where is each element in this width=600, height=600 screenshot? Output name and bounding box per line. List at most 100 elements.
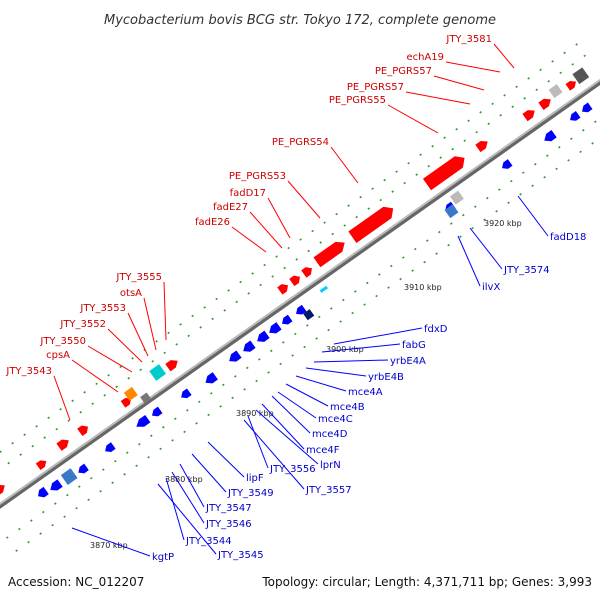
tick-mark (42, 510, 45, 514)
tick-mark (203, 306, 206, 309)
reverse-gene-label: kgtP (152, 552, 174, 563)
tick-mark (363, 303, 366, 306)
tick-mark (474, 205, 477, 208)
tick-mark (342, 298, 345, 302)
forward-leader-line (231, 226, 267, 253)
forward-gene-arrow (422, 156, 465, 191)
forward-gene-arrow (522, 110, 535, 122)
tick-mark (219, 405, 222, 408)
forward-gene-arrow (301, 267, 312, 278)
reverse-gene-label: JTY_3557 (305, 485, 352, 496)
tick-marks (0, 43, 597, 552)
tick-mark (103, 394, 106, 397)
tick-mark (87, 498, 90, 501)
reverse-gene-label: lipF (246, 473, 264, 484)
tick-mark (323, 221, 326, 224)
forward-gene-arrow (0, 484, 5, 497)
tick-mark (318, 315, 321, 319)
tick-mark (291, 354, 294, 357)
forward-gene-arrow (165, 360, 178, 372)
tick-mark (594, 120, 597, 124)
forward-leader-line (267, 197, 291, 239)
tick-mark (83, 391, 86, 394)
forward-leader-line (287, 180, 321, 219)
reverse-gene-arrow (582, 102, 593, 113)
tick-mark (390, 264, 393, 268)
forward-gene-label: JTY_3552 (59, 319, 106, 330)
backbone-shadow (0, 79, 600, 509)
forward-gene-label: PE_PGRS57 (375, 66, 432, 77)
tick-mark (303, 345, 306, 349)
tick-mark (147, 456, 150, 459)
tick-mark (447, 243, 450, 247)
tick-mark (27, 540, 30, 544)
tick-mark (183, 430, 186, 434)
tick-mark (255, 379, 258, 383)
tick-mark (123, 473, 126, 476)
tick-mark (239, 280, 242, 284)
reverse-leader-line (295, 375, 347, 392)
reverse-gene-box (444, 204, 459, 219)
forward-gene-arrow (475, 140, 488, 153)
reverse-gene-arrow (502, 159, 513, 169)
tick-mark (534, 162, 537, 166)
forward-gene-box (140, 392, 152, 404)
reverse-gene-label: fabG (402, 340, 426, 351)
tick-mark (427, 164, 430, 168)
reverse-leader-line (243, 419, 305, 490)
tick-mark (543, 176, 546, 179)
reverse-gene-arrow (257, 330, 270, 342)
tick-mark (546, 154, 549, 157)
tick-mark (479, 111, 482, 114)
forward-leader-line (433, 75, 485, 91)
tick-mark (159, 447, 162, 451)
tick-mark (387, 286, 390, 289)
reverse-gene-label: yrbE4A (390, 356, 426, 367)
tick-mark (247, 292, 250, 295)
tick-mark (567, 159, 570, 162)
tick-mark (127, 377, 130, 380)
tick-mark (211, 317, 214, 321)
tick-mark (0, 450, 2, 453)
tick-mark (150, 434, 153, 437)
scale-tick-label: 3890 kbp (236, 409, 274, 418)
tick-mark (551, 60, 554, 63)
tick-mark (399, 277, 402, 281)
tick-mark (483, 218, 486, 221)
reverse-gene-label: lprN (320, 460, 341, 471)
reverse-gene-label: JTY_3547 (205, 503, 252, 514)
tick-mark (119, 365, 122, 369)
tick-mark (383, 178, 386, 182)
tick-mark (43, 436, 46, 439)
tick-mark (23, 433, 26, 436)
forward-gene-label: PE_PGRS55 (329, 95, 386, 106)
tick-mark (199, 326, 202, 329)
reverse-leader-line (171, 471, 205, 524)
tick-mark (559, 71, 562, 75)
tick-mark (210, 392, 213, 395)
reverse-leader-line (321, 343, 401, 353)
reverse-gene-label: JTY_3556 (269, 464, 316, 475)
reverse-gene-label: mce4C (318, 414, 353, 425)
reverse-gene-label: mce4B (330, 402, 365, 413)
tick-mark (267, 371, 270, 374)
tick-mark (319, 241, 322, 244)
forward-leader-line (143, 297, 157, 351)
forward-gene-box (572, 67, 590, 85)
reverse-leader-line (247, 415, 269, 469)
tick-mark (279, 362, 282, 366)
tick-mark (78, 485, 81, 488)
tick-mark (402, 256, 405, 259)
reverse-leader-line (207, 441, 245, 478)
tick-mark (135, 464, 138, 468)
forward-gene-label: otsA (120, 288, 142, 299)
reverse-gene-box (60, 468, 78, 485)
forward-gene-label: fadE26 (195, 217, 230, 228)
forward-gene-arrow (277, 284, 288, 295)
tick-mark (575, 43, 578, 46)
scale-tick-label: 3920 kbp (484, 219, 522, 228)
tick-mark (327, 328, 330, 332)
forward-leader-line (249, 211, 283, 249)
tick-mark (582, 129, 585, 132)
